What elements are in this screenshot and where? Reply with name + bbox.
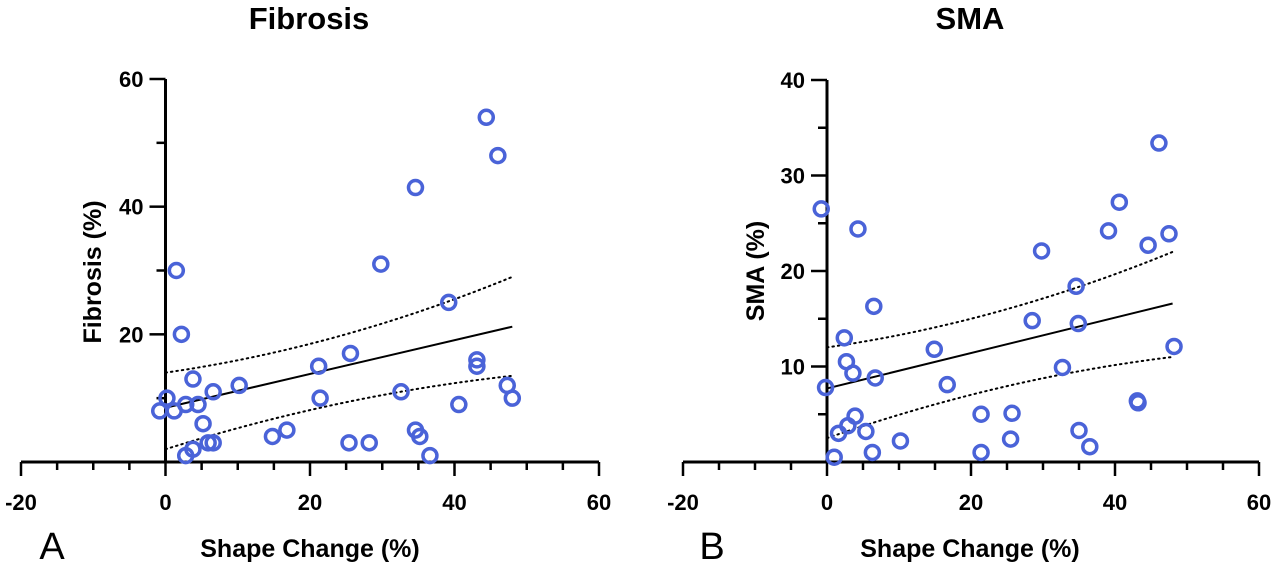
data-point: [865, 297, 883, 316]
data-point: [1032, 242, 1051, 260]
data-point: [849, 220, 867, 238]
plot-area: -20 0 20 40 60 20 40 60: [5, 67, 611, 515]
data-point: [230, 376, 248, 395]
x-tick-label: -20: [5, 490, 37, 515]
data-point: [167, 261, 186, 280]
data-point: [1001, 430, 1020, 448]
y-tick-label: 10: [781, 355, 805, 380]
data-point: [938, 375, 956, 394]
data-point: [189, 395, 207, 414]
y-tick-label: 60: [119, 67, 143, 92]
y-tick-label: 30: [781, 164, 805, 189]
y-axis-label: SMA (%): [742, 221, 770, 321]
y-tick-label: 20: [781, 259, 805, 284]
x-tick-label: -20: [667, 490, 699, 515]
data-point: [439, 293, 458, 312]
data-point: [204, 434, 222, 452]
data-point: [176, 446, 195, 465]
ci-lower-line: [826, 355, 1174, 440]
data-point: [925, 340, 944, 359]
y-axis-label: Fibrosis (%): [79, 200, 107, 343]
data-point: [1160, 225, 1178, 243]
data-point: [1070, 421, 1088, 440]
data-point: [172, 325, 191, 344]
data-point: [816, 378, 835, 397]
x-tick-label: 60: [587, 490, 611, 515]
data-point: [421, 446, 439, 465]
data-point: [891, 432, 910, 450]
data-point: [341, 344, 360, 363]
panel-b-sma: SMA Shape Change (%) SMA (%) B -20 0 20 40 6…: [667, 1, 1271, 566]
data-point: [1129, 394, 1147, 412]
data-point: [1069, 314, 1088, 333]
data-point: [411, 427, 429, 446]
x-axis-label: Shape Change (%): [200, 535, 419, 563]
data-point: [477, 108, 496, 127]
data-point: [468, 351, 486, 369]
data-point: [1081, 437, 1099, 456]
data-point: [866, 369, 884, 387]
data-point: [392, 383, 410, 401]
ci-upper-line: [164, 275, 514, 374]
data-point: [825, 448, 843, 466]
data-point: [1067, 277, 1085, 296]
data-point: [1139, 236, 1157, 254]
data-point: [406, 178, 425, 197]
data-point: [835, 329, 854, 347]
data-point: [372, 255, 390, 273]
ci-lower-line: [164, 374, 514, 451]
x-axis-label: Shape Change (%): [860, 535, 1079, 563]
regression-line: [165, 325, 513, 409]
x-tick-label: 20: [298, 490, 322, 515]
ci-upper-line: [826, 250, 1174, 349]
data-point: [1003, 404, 1021, 423]
x-tick-label: 40: [442, 490, 466, 515]
data-point: [158, 389, 176, 407]
data-point: [972, 443, 990, 462]
data-point: [468, 357, 486, 375]
y-tick-label: 40: [781, 68, 805, 93]
panel-letter: A: [39, 526, 65, 566]
chart-title: SMA: [936, 1, 1005, 36]
data-point: [311, 389, 329, 407]
chart-title: Fibrosis: [249, 1, 370, 36]
plot-area: -20 0 20 40 60 10 20 30 40: [667, 68, 1271, 515]
data-point: [1110, 193, 1129, 211]
data-point: [489, 146, 507, 165]
data-point: [194, 414, 212, 433]
data-point: [309, 357, 328, 375]
data-point: [184, 370, 202, 388]
data-point: [812, 200, 830, 218]
x-tick-label: 40: [1103, 490, 1127, 515]
x-tick-label: 20: [959, 490, 983, 515]
x-tick-label: 60: [1247, 490, 1271, 515]
data-point: [863, 443, 882, 462]
data-point: [844, 364, 862, 382]
data-point: [1053, 358, 1072, 377]
data-point: [1023, 311, 1041, 330]
data-point: [846, 407, 864, 425]
x-tick-label: 0: [159, 490, 171, 515]
panel-letter: B: [699, 526, 724, 566]
data-point: [972, 405, 990, 423]
data-point: [263, 427, 282, 446]
data-point: [340, 434, 358, 452]
data-point: [204, 383, 222, 401]
x-tick-label: 0: [821, 490, 833, 515]
y-tick-label: 20: [119, 322, 143, 347]
data-point: [1099, 222, 1118, 240]
data-point: [1165, 337, 1183, 356]
panel-a-fibrosis: Fibrosis Shape Change (%) Fibrosis (%) A…: [5, 1, 611, 566]
data-point: [360, 434, 378, 452]
data-point: [1150, 134, 1168, 152]
regression-line: [826, 302, 1173, 390]
data-point: [278, 421, 296, 439]
data-point: [503, 389, 522, 407]
data-point: [450, 395, 468, 414]
y-tick-label: 40: [119, 195, 143, 220]
data-point: [857, 422, 875, 441]
